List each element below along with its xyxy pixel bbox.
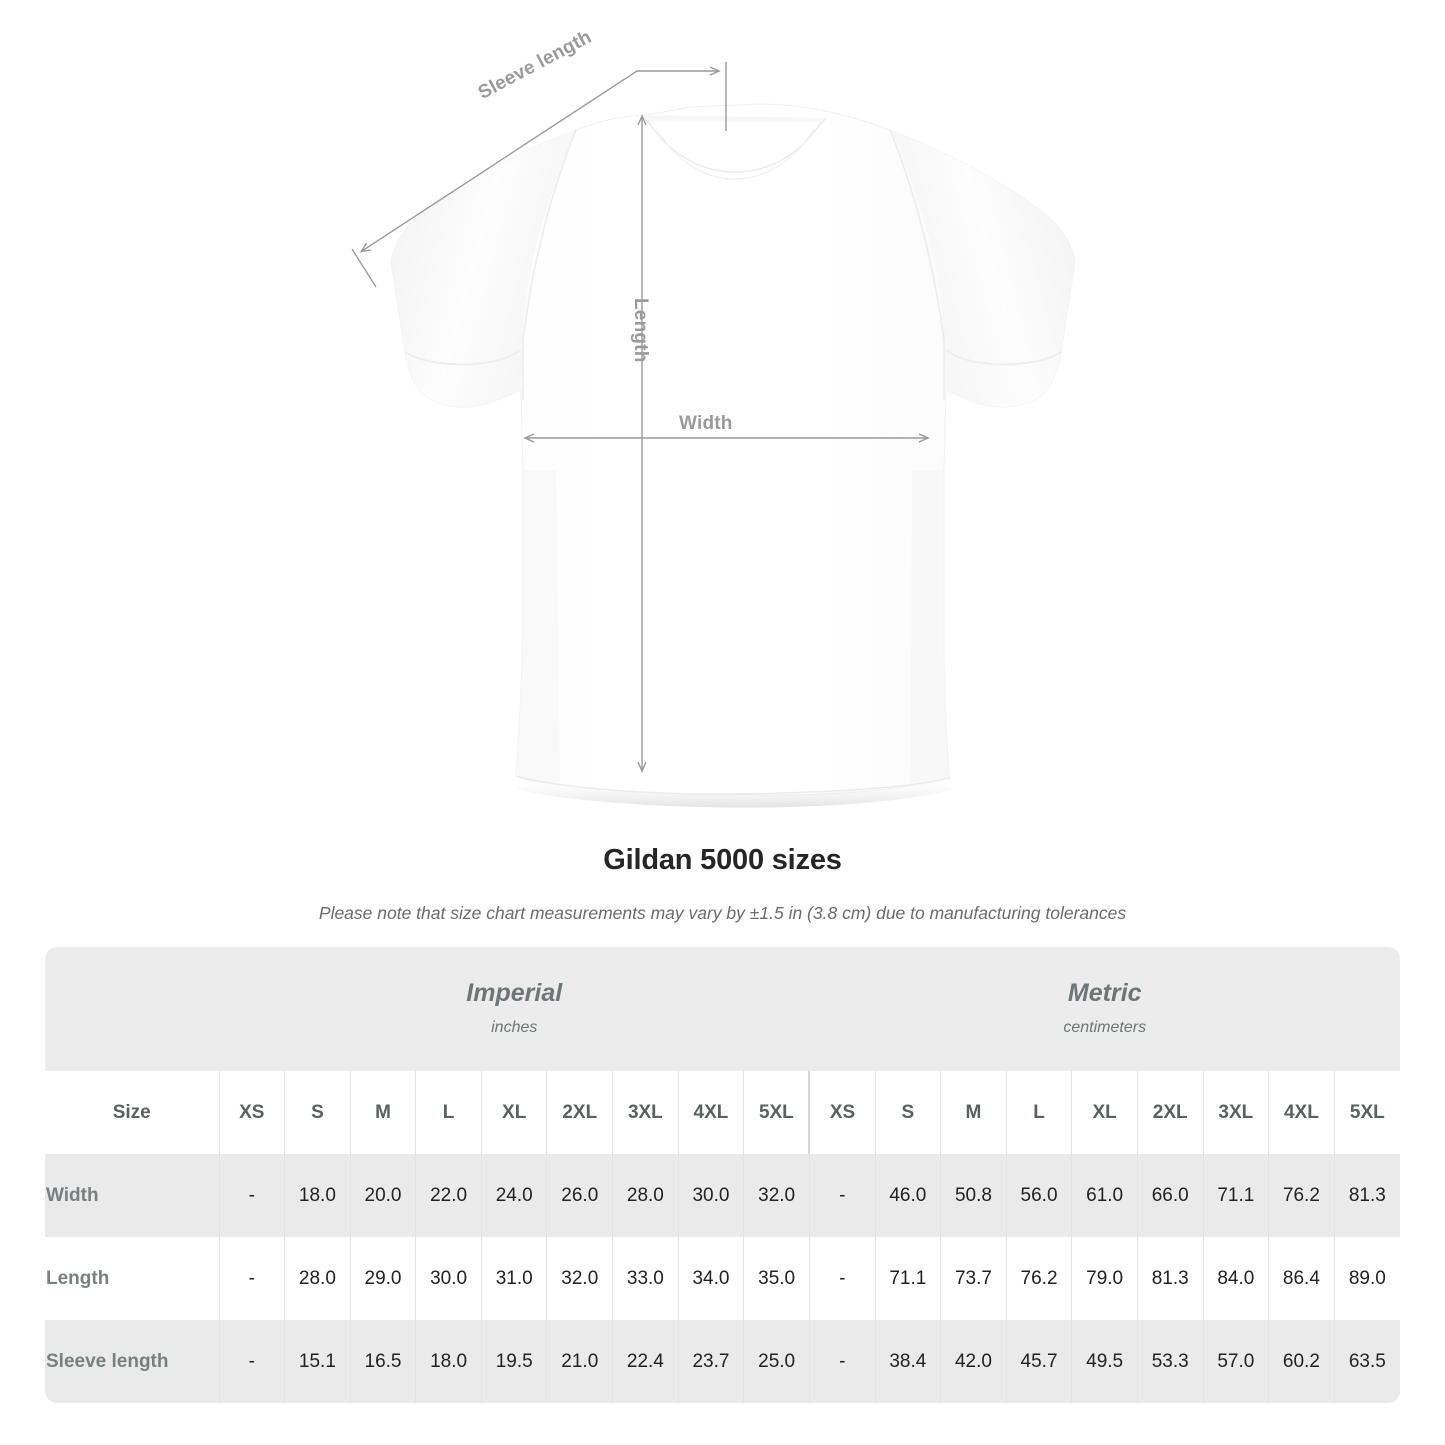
cell-length-metric-5xl: 89.0: [1333, 1237, 1400, 1320]
cell-length-imperial-2xl: 32.0: [546, 1237, 613, 1320]
cell-sleeve-length-imperial-xl: 19.5: [480, 1320, 547, 1403]
cell-sleeve-length-metric-4xl: 60.2: [1268, 1320, 1335, 1403]
cell-length-metric-l: 76.2: [1005, 1237, 1072, 1320]
cell-width-metric-5xl: 81.3: [1333, 1154, 1400, 1237]
cell-length-imperial-3xl: 33.0: [612, 1237, 679, 1320]
cell-width-imperial-xs: -: [218, 1154, 285, 1237]
cell-width-metric-xl: 61.0: [1071, 1154, 1138, 1237]
unit-subtitle: inches: [491, 1019, 538, 1036]
size-chart-table: Imperial inches Metric centimeters Size XS S M L…: [45, 947, 1400, 1403]
cell-width-imperial-3xl: 28.0: [612, 1154, 679, 1237]
width-label: Width: [679, 413, 733, 434]
cell-length-imperial-s: 28.0: [284, 1237, 351, 1320]
cell-sleeve-length-imperial-4xl: 23.7: [677, 1320, 744, 1403]
unit-header-imperial: Imperial inches: [219, 947, 810, 1071]
unit-header-spacer: [45, 947, 220, 1071]
cell-sleeve-length-metric-xl: 49.5: [1071, 1320, 1138, 1403]
cell-length-metric-3xl: 84.0: [1202, 1237, 1269, 1320]
column-header-imperial-l: L: [415, 1071, 482, 1154]
unit-name: Imperial: [466, 979, 563, 1007]
unit-header-metric: Metric centimeters: [809, 947, 1400, 1071]
column-header-imperial-xs: XS: [218, 1071, 285, 1154]
column-header-imperial-s: S: [284, 1071, 351, 1154]
table-row: Sleeve length -15.1 16.5 18.0 19.5 21.0 22.4 23…: [45, 1320, 1400, 1403]
cell-width-imperial-5xl: 32.0: [743, 1154, 810, 1237]
cell-sleeve-length-imperial-s: 15.1: [284, 1320, 351, 1403]
cell-length-metric-xs: -: [808, 1237, 876, 1320]
cell-width-metric-m: 50.8: [940, 1154, 1007, 1237]
cell-length-metric-2xl: 81.3: [1136, 1237, 1204, 1320]
column-header-metric-2xl: 2XL: [1136, 1071, 1204, 1154]
tshirt-diagram: Sleeve length Length Width: [351, 27, 1076, 808]
column-header-metric-3xl: 3XL: [1202, 1071, 1269, 1154]
table-header-row: Size XS S M L XL 2XL 3XL 4XL 5XL XS S M L XL 2XL 3XL 4XL 5…: [45, 1071, 1400, 1154]
column-header-metric-m: M: [940, 1071, 1007, 1154]
cell-length-metric-m: 73.7: [940, 1237, 1007, 1320]
column-header-imperial-m: M: [349, 1071, 416, 1154]
cell-width-metric-s: 46.0: [874, 1154, 941, 1237]
tolerance-note: Please note that size chart measurements…: [318, 903, 1127, 923]
cell-width-imperial-l: 22.0: [415, 1154, 482, 1237]
cell-width-imperial-2xl: 26.0: [546, 1154, 613, 1237]
column-header-imperial-5xl: 5XL: [743, 1071, 810, 1154]
cell-width-metric-3xl: 71.1: [1202, 1154, 1269, 1237]
column-header-imperial-xl: XL: [480, 1071, 547, 1154]
cell-length-metric-xl: 79.0: [1071, 1237, 1138, 1320]
cell-width-metric-xs: -: [808, 1154, 876, 1237]
cell-sleeve-length-metric-5xl: 63.5: [1333, 1320, 1400, 1403]
sleeve-length-dimension: [351, 62, 727, 288]
row-label-sleeve-length: Sleeve length: [45, 1320, 220, 1403]
cell-length-imperial-m: 29.0: [349, 1237, 416, 1320]
cell-sleeve-length-metric-l: 45.7: [1005, 1320, 1072, 1403]
column-header-imperial-3xl: 3XL: [612, 1071, 679, 1154]
cell-sleeve-length-metric-s: 38.4: [874, 1320, 941, 1403]
column-header-metric-4xl: 4XL: [1268, 1071, 1335, 1154]
cell-width-metric-2xl: 66.0: [1136, 1154, 1204, 1237]
column-header-metric-5xl: 5XL: [1333, 1071, 1400, 1154]
unit-subtitle: centimeters: [1063, 1019, 1147, 1036]
cell-sleeve-length-imperial-2xl: 21.0: [546, 1320, 613, 1403]
cell-length-imperial-5xl: 35.0: [743, 1237, 810, 1320]
tshirt-illustration: [351, 62, 1076, 808]
cell-sleeve-length-imperial-5xl: 25.0: [743, 1320, 810, 1403]
cell-width-metric-l: 56.0: [1005, 1154, 1072, 1237]
cell-sleeve-length-imperial-3xl: 22.4: [612, 1320, 679, 1403]
column-header-size: Size: [45, 1071, 220, 1154]
cell-width-imperial-xl: 24.0: [480, 1154, 547, 1237]
cell-width-imperial-4xl: 30.0: [677, 1154, 744, 1237]
cell-sleeve-length-imperial-m: 16.5: [349, 1320, 416, 1403]
column-header-metric-l: L: [1005, 1071, 1072, 1154]
column-header-imperial-4xl: 4XL: [677, 1071, 744, 1154]
cell-sleeve-length-imperial-xs: -: [218, 1320, 285, 1403]
page-title: Gildan 5000 sizes: [603, 844, 842, 876]
title-block: Gildan 5000 sizes Please note that size …: [0, 840, 1445, 925]
cell-length-metric-4xl: 86.4: [1268, 1237, 1335, 1320]
unit-header-row: Imperial inches Metric centimeters: [45, 947, 1400, 1071]
cell-length-metric-s: 71.1: [874, 1237, 941, 1320]
size-chart-table-wrapper: Imperial inches Metric centimeters Size XS S M L…: [45, 947, 1400, 1403]
table-row: Length -28.0 29.0 30.0 31.0 32.0 33.0 34.0 35.0-…: [45, 1237, 1400, 1320]
cell-width-metric-4xl: 76.2: [1268, 1154, 1335, 1237]
unit-name: Metric: [1067, 979, 1142, 1007]
cell-length-imperial-xl: 31.0: [480, 1237, 547, 1320]
column-header-metric-xs: XS: [808, 1071, 876, 1154]
cell-width-imperial-s: 18.0: [284, 1154, 351, 1237]
cell-sleeve-length-metric-2xl: 53.3: [1136, 1320, 1204, 1403]
table-row: Width -18.0 20.0 22.0 24.0 26.0 28.0 30.0 32.0-4…: [45, 1154, 1400, 1237]
cell-sleeve-length-imperial-l: 18.0: [415, 1320, 482, 1403]
column-header-metric-s: S: [874, 1071, 941, 1154]
cell-sleeve-length-metric-3xl: 57.0: [1202, 1320, 1269, 1403]
cell-sleeve-length-metric-m: 42.0: [940, 1320, 1007, 1403]
cell-length-imperial-4xl: 34.0: [677, 1237, 744, 1320]
column-header-imperial-2xl: 2XL: [546, 1071, 613, 1154]
cell-length-imperial-l: 30.0: [415, 1237, 482, 1320]
cell-width-imperial-m: 20.0: [349, 1154, 416, 1237]
row-label-length: Length: [45, 1237, 220, 1320]
column-header-metric-xl: XL: [1071, 1071, 1138, 1154]
length-label: Length: [630, 298, 651, 363]
row-label-width: Width: [45, 1154, 220, 1237]
cell-length-imperial-xs: -: [218, 1237, 285, 1320]
shirt-silhouette: [390, 103, 1076, 808]
cell-sleeve-length-metric-xs: -: [808, 1320, 876, 1403]
